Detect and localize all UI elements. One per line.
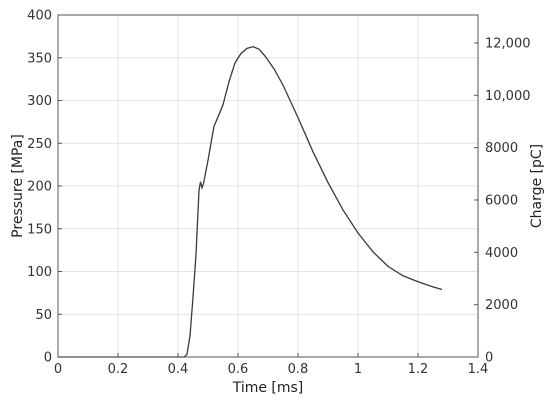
x-tick-label: 0.4 (168, 362, 189, 377)
y-axis-title: Pressure [MPa] (10, 134, 26, 238)
plot-area (58, 45, 443, 358)
x-tick-label: 0 (54, 362, 62, 377)
y-tick-label: 350 (27, 51, 52, 66)
pressure-series-line (58, 45, 443, 358)
y2-tick-label: 10,000 (485, 89, 531, 104)
grid-lines (58, 15, 478, 357)
x-tick-label: 1 (354, 362, 362, 377)
y-tick-label: 50 (35, 308, 52, 323)
y2-tick-label: 12,000 (485, 36, 531, 51)
y2-tick-label: 0 (485, 351, 493, 366)
x-axis-title: Time [ms] (232, 380, 304, 396)
x-tick-label: 0.2 (108, 362, 129, 377)
x-tick-label: 1.2 (408, 362, 429, 377)
y-tick-label: 0 (44, 351, 52, 366)
x-axis: 0 0.2 0.4 0.6 0.8 1 1.2 1.4 (54, 353, 488, 377)
y2-tick-label: 2000 (485, 298, 518, 313)
y-tick-label: 300 (27, 94, 52, 109)
y-axis-left: 0 50 100 150 200 250 300 350 400 (27, 9, 62, 366)
y2-axis-title: Charge [pC] (529, 144, 545, 228)
y-tick-label: 400 (27, 9, 52, 24)
x-tick-label: 0.6 (228, 362, 249, 377)
y-axis-right: 0 2000 4000 6000 8000 10,000 12,000 (474, 36, 531, 366)
y2-tick-label: 4000 (485, 246, 518, 261)
y-tick-label: 100 (27, 265, 52, 280)
y-tick-label: 150 (27, 222, 52, 237)
y-tick-label: 200 (27, 180, 52, 195)
y-tick-label: 250 (27, 137, 52, 152)
x-tick-label: 1.4 (468, 362, 489, 377)
x-tick-label: 0.8 (288, 362, 309, 377)
y2-tick-label: 6000 (485, 193, 518, 208)
y2-tick-label: 8000 (485, 141, 518, 156)
